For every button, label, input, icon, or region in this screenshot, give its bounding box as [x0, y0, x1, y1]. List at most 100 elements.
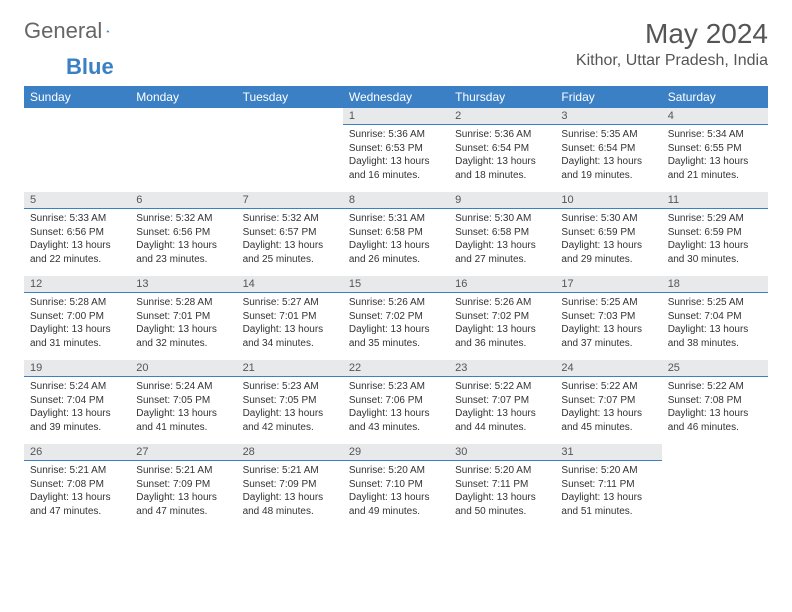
- calendar-cell: 20Sunrise: 5:24 AMSunset: 7:05 PMDayligh…: [130, 360, 236, 444]
- weekday-header: Saturday: [662, 86, 768, 108]
- weekday-header-row: SundayMondayTuesdayWednesdayThursdayFrid…: [24, 86, 768, 108]
- day-details: Sunrise: 5:24 AMSunset: 7:04 PMDaylight:…: [24, 377, 130, 438]
- day-number: 11: [662, 192, 768, 209]
- day-details: Sunrise: 5:33 AMSunset: 6:56 PMDaylight:…: [24, 209, 130, 270]
- calendar-cell: 2Sunrise: 5:36 AMSunset: 6:54 PMDaylight…: [449, 108, 555, 192]
- day-details: Sunrise: 5:36 AMSunset: 6:53 PMDaylight:…: [343, 125, 449, 186]
- calendar-cell: .: [24, 108, 130, 192]
- calendar-row: 5Sunrise: 5:33 AMSunset: 6:56 PMDaylight…: [24, 192, 768, 276]
- day-details: Sunrise: 5:28 AMSunset: 7:00 PMDaylight:…: [24, 293, 130, 354]
- day-number: 31: [555, 444, 661, 461]
- day-details: Sunrise: 5:20 AMSunset: 7:11 PMDaylight:…: [555, 461, 661, 522]
- day-number: 4: [662, 108, 768, 125]
- month-title: May 2024: [576, 18, 768, 50]
- day-number: 30: [449, 444, 555, 461]
- day-number: 17: [555, 276, 661, 293]
- calendar-cell: 22Sunrise: 5:23 AMSunset: 7:06 PMDayligh…: [343, 360, 449, 444]
- day-number: 22: [343, 360, 449, 377]
- day-details: Sunrise: 5:28 AMSunset: 7:01 PMDaylight:…: [130, 293, 236, 354]
- calendar-cell: 11Sunrise: 5:29 AMSunset: 6:59 PMDayligh…: [662, 192, 768, 276]
- sail-icon: [106, 22, 110, 40]
- calendar-cell: 8Sunrise: 5:31 AMSunset: 6:58 PMDaylight…: [343, 192, 449, 276]
- calendar-cell: 21Sunrise: 5:23 AMSunset: 7:05 PMDayligh…: [237, 360, 343, 444]
- calendar-cell: 28Sunrise: 5:21 AMSunset: 7:09 PMDayligh…: [237, 444, 343, 528]
- day-number: 8: [343, 192, 449, 209]
- calendar-cell: 30Sunrise: 5:20 AMSunset: 7:11 PMDayligh…: [449, 444, 555, 528]
- calendar-cell: 19Sunrise: 5:24 AMSunset: 7:04 PMDayligh…: [24, 360, 130, 444]
- day-number: 27: [130, 444, 236, 461]
- calendar-row: ...1Sunrise: 5:36 AMSunset: 6:53 PMDayli…: [24, 108, 768, 192]
- day-details: Sunrise: 5:36 AMSunset: 6:54 PMDaylight:…: [449, 125, 555, 186]
- day-details: Sunrise: 5:26 AMSunset: 7:02 PMDaylight:…: [343, 293, 449, 354]
- calendar-cell: 10Sunrise: 5:30 AMSunset: 6:59 PMDayligh…: [555, 192, 661, 276]
- calendar-cell: 5Sunrise: 5:33 AMSunset: 6:56 PMDaylight…: [24, 192, 130, 276]
- calendar-cell: 12Sunrise: 5:28 AMSunset: 7:00 PMDayligh…: [24, 276, 130, 360]
- weekday-header: Wednesday: [343, 86, 449, 108]
- day-details: Sunrise: 5:24 AMSunset: 7:05 PMDaylight:…: [130, 377, 236, 438]
- day-details: Sunrise: 5:35 AMSunset: 6:54 PMDaylight:…: [555, 125, 661, 186]
- day-number: 29: [343, 444, 449, 461]
- calendar-cell: 25Sunrise: 5:22 AMSunset: 7:08 PMDayligh…: [662, 360, 768, 444]
- day-details: Sunrise: 5:21 AMSunset: 7:09 PMDaylight:…: [130, 461, 236, 522]
- day-number: 1: [343, 108, 449, 125]
- calendar-cell: 6Sunrise: 5:32 AMSunset: 6:56 PMDaylight…: [130, 192, 236, 276]
- day-details: Sunrise: 5:20 AMSunset: 7:10 PMDaylight:…: [343, 461, 449, 522]
- day-number: 5: [24, 192, 130, 209]
- day-details: Sunrise: 5:30 AMSunset: 6:59 PMDaylight:…: [555, 209, 661, 270]
- day-details: Sunrise: 5:22 AMSunset: 7:08 PMDaylight:…: [662, 377, 768, 438]
- calendar-cell: 14Sunrise: 5:27 AMSunset: 7:01 PMDayligh…: [237, 276, 343, 360]
- day-details: Sunrise: 5:21 AMSunset: 7:08 PMDaylight:…: [24, 461, 130, 522]
- calendar-cell: 31Sunrise: 5:20 AMSunset: 7:11 PMDayligh…: [555, 444, 661, 528]
- calendar-cell: 29Sunrise: 5:20 AMSunset: 7:10 PMDayligh…: [343, 444, 449, 528]
- day-details: Sunrise: 5:27 AMSunset: 7:01 PMDaylight:…: [237, 293, 343, 354]
- day-details: Sunrise: 5:21 AMSunset: 7:09 PMDaylight:…: [237, 461, 343, 522]
- day-number: 6: [130, 192, 236, 209]
- day-details: Sunrise: 5:22 AMSunset: 7:07 PMDaylight:…: [555, 377, 661, 438]
- calendar-cell: .: [662, 444, 768, 528]
- day-details: Sunrise: 5:29 AMSunset: 6:59 PMDaylight:…: [662, 209, 768, 270]
- title-block: May 2024 Kithor, Uttar Pradesh, India: [576, 18, 768, 70]
- day-number: 9: [449, 192, 555, 209]
- day-number: 20: [130, 360, 236, 377]
- calendar-row: 12Sunrise: 5:28 AMSunset: 7:00 PMDayligh…: [24, 276, 768, 360]
- calendar-cell: .: [130, 108, 236, 192]
- calendar-cell: 7Sunrise: 5:32 AMSunset: 6:57 PMDaylight…: [237, 192, 343, 276]
- calendar-cell: 13Sunrise: 5:28 AMSunset: 7:01 PMDayligh…: [130, 276, 236, 360]
- day-number: 7: [237, 192, 343, 209]
- day-number: 18: [662, 276, 768, 293]
- calendar-cell: 26Sunrise: 5:21 AMSunset: 7:08 PMDayligh…: [24, 444, 130, 528]
- day-details: Sunrise: 5:31 AMSunset: 6:58 PMDaylight:…: [343, 209, 449, 270]
- day-number: 28: [237, 444, 343, 461]
- calendar-cell: 9Sunrise: 5:30 AMSunset: 6:58 PMDaylight…: [449, 192, 555, 276]
- day-number: 16: [449, 276, 555, 293]
- weekday-header: Friday: [555, 86, 661, 108]
- calendar-cell: 18Sunrise: 5:25 AMSunset: 7:04 PMDayligh…: [662, 276, 768, 360]
- weekday-header: Thursday: [449, 86, 555, 108]
- calendar-cell: 15Sunrise: 5:26 AMSunset: 7:02 PMDayligh…: [343, 276, 449, 360]
- day-number: 3: [555, 108, 661, 125]
- day-number: 26: [24, 444, 130, 461]
- day-details: Sunrise: 5:34 AMSunset: 6:55 PMDaylight:…: [662, 125, 768, 186]
- weekday-header: Sunday: [24, 86, 130, 108]
- weekday-header: Monday: [130, 86, 236, 108]
- brand-word2: Blue: [66, 54, 114, 80]
- calendar-cell: .: [237, 108, 343, 192]
- day-details: Sunrise: 5:32 AMSunset: 6:56 PMDaylight:…: [130, 209, 236, 270]
- day-number: 23: [449, 360, 555, 377]
- day-number: 12: [24, 276, 130, 293]
- location: Kithor, Uttar Pradesh, India: [576, 52, 768, 70]
- day-details: Sunrise: 5:23 AMSunset: 7:05 PMDaylight:…: [237, 377, 343, 438]
- calendar-cell: 3Sunrise: 5:35 AMSunset: 6:54 PMDaylight…: [555, 108, 661, 192]
- calendar-cell: 4Sunrise: 5:34 AMSunset: 6:55 PMDaylight…: [662, 108, 768, 192]
- day-details: Sunrise: 5:30 AMSunset: 6:58 PMDaylight:…: [449, 209, 555, 270]
- day-number: 2: [449, 108, 555, 125]
- brand-logo: General: [24, 18, 132, 44]
- day-details: Sunrise: 5:23 AMSunset: 7:06 PMDaylight:…: [343, 377, 449, 438]
- calendar-cell: 16Sunrise: 5:26 AMSunset: 7:02 PMDayligh…: [449, 276, 555, 360]
- day-number: 13: [130, 276, 236, 293]
- day-details: Sunrise: 5:25 AMSunset: 7:03 PMDaylight:…: [555, 293, 661, 354]
- day-details: Sunrise: 5:32 AMSunset: 6:57 PMDaylight:…: [237, 209, 343, 270]
- calendar-cell: 27Sunrise: 5:21 AMSunset: 7:09 PMDayligh…: [130, 444, 236, 528]
- calendar-cell: 24Sunrise: 5:22 AMSunset: 7:07 PMDayligh…: [555, 360, 661, 444]
- day-details: Sunrise: 5:20 AMSunset: 7:11 PMDaylight:…: [449, 461, 555, 522]
